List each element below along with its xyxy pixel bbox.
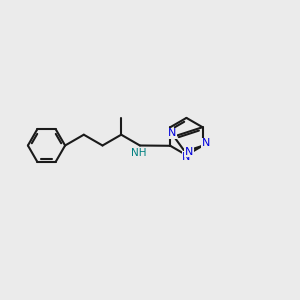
Text: N: N xyxy=(185,146,194,157)
Text: NH: NH xyxy=(131,148,146,158)
Text: N: N xyxy=(182,152,190,162)
Text: N: N xyxy=(168,128,177,139)
Text: N: N xyxy=(202,138,210,148)
